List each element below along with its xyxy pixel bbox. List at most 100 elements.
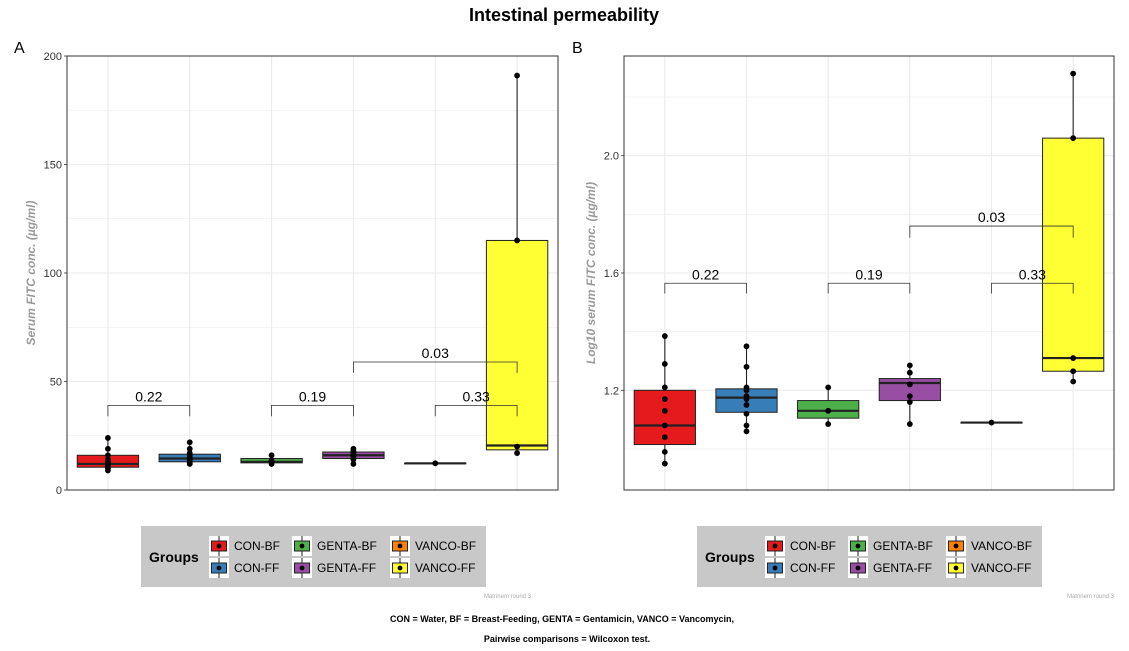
chart-panel-b: 1.2 1.6 2.0 Log10 serum FITC conc. (µg/ml) B… — [572, 40, 1115, 600]
data-point — [1070, 378, 1077, 385]
box-genta-bf — [240, 452, 303, 467]
data-point — [661, 448, 668, 455]
data-point — [743, 384, 750, 391]
data-point — [906, 369, 913, 376]
legend-key-con-bf: CON-BF — [765, 536, 836, 556]
y-tick-label: 50 — [50, 377, 62, 389]
box-genta-ff — [322, 445, 385, 467]
comparison-label: 0.33 — [1019, 266, 1046, 282]
legend-key-point — [216, 565, 222, 571]
data-point — [661, 460, 668, 467]
legend-key-point — [953, 565, 959, 571]
legend-label: GENTA-BF — [873, 539, 933, 553]
data-point — [743, 410, 750, 417]
caption-line-1: CON = Water, BF = Breast-Feeding, GENTA … — [390, 614, 734, 624]
data-point — [514, 443, 520, 450]
legend-background — [697, 526, 1042, 587]
comparison-label: 0.03 — [978, 209, 1005, 225]
legend-background — [141, 526, 486, 587]
legend-label: VANCO-BF — [971, 539, 1032, 553]
legend: Groups CON-BF CON-FF GENTA-BF GENTA-FF VANCO-… — [697, 526, 1042, 587]
data-point — [1070, 70, 1077, 77]
box-vanco-ff — [485, 72, 549, 457]
panels: 0 50 100 150 200 Serum FITC conc. (µg/ml) A 0.2… — [14, 40, 1115, 600]
box-con-ff — [158, 439, 221, 467]
legend-key-con-ff: CON-FF — [209, 558, 279, 578]
data-point — [661, 384, 668, 391]
comparison-label: 0.19 — [855, 266, 882, 282]
data-point — [743, 422, 750, 429]
legend-key-con-ff: CON-FF — [765, 558, 835, 578]
data-point — [105, 445, 111, 452]
legend-label: GENTA-BF — [317, 539, 377, 553]
data-point — [906, 381, 913, 388]
legend-key-point — [299, 565, 305, 571]
data-point — [906, 393, 913, 400]
comparison-bracket — [909, 225, 1074, 238]
comparison-label: 0.22 — [692, 266, 719, 282]
legend-label: CON-BF — [790, 539, 836, 553]
box-con-bf — [76, 435, 140, 474]
data-point — [268, 457, 275, 464]
legend-title: Groups — [149, 549, 199, 565]
box-body — [485, 239, 549, 451]
comparison-bracket — [827, 282, 911, 294]
data-point — [743, 428, 750, 435]
legend-key-point — [855, 565, 861, 571]
legend-key-point — [772, 543, 778, 549]
legend-key-vanco-bf: VANCO-BF — [946, 536, 1032, 556]
legend-key-con-bf: CON-BF — [209, 536, 280, 556]
data-point — [432, 460, 439, 467]
legend-title: Groups — [705, 549, 755, 565]
legend-key-genta-ff: GENTA-FF — [848, 558, 932, 578]
panel-tag: A — [14, 40, 25, 57]
caption-line-2: Pairwise comparisons = Wilcoxon test. — [484, 634, 650, 644]
data-point — [514, 450, 520, 457]
y-tick-label: 100 — [44, 268, 62, 280]
box-genta-bf — [797, 384, 860, 427]
data-point — [661, 396, 668, 402]
legend: Groups CON-BF CON-FF GENTA-BF GENTA-FF VANCO-… — [141, 526, 486, 587]
y-tick-label: 0 — [56, 485, 62, 497]
data-point — [186, 450, 193, 457]
data-point — [906, 421, 913, 427]
legend-key-point — [216, 543, 222, 549]
legend-label: VANCO-FF — [971, 561, 1031, 575]
y-axis-label: Serum FITC conc. (µg/ml) — [24, 201, 38, 346]
legend-key-genta-ff: GENTA-FF — [292, 558, 376, 578]
data-point — [661, 407, 668, 414]
watermark: Matrinem round 3 — [1067, 594, 1115, 600]
y-tick-label: 150 — [44, 160, 62, 172]
box-con-ff — [715, 343, 778, 435]
data-point — [268, 452, 275, 459]
box-vanco-bf — [960, 419, 1023, 426]
data-point — [988, 419, 995, 426]
comparison-label: 0.19 — [299, 388, 326, 404]
y-tick-label: 2.0 — [604, 151, 619, 163]
legend-label: CON-BF — [234, 539, 280, 553]
data-point — [514, 237, 520, 244]
data-point — [743, 363, 750, 370]
y-tick-label: 1.2 — [604, 385, 619, 397]
data-point — [1070, 368, 1077, 375]
legend-key-point — [953, 543, 959, 549]
panel-tag: B — [572, 40, 583, 57]
plot-border — [66, 55, 559, 491]
chart-panel-a: 0 50 100 150 200 Serum FITC conc. (µg/ml) A 0.2… — [14, 40, 559, 600]
data-point — [825, 421, 832, 427]
data-point — [661, 361, 668, 367]
data-point — [743, 393, 750, 400]
data-point — [661, 333, 668, 339]
comparison-label: 0.33 — [463, 388, 490, 404]
legend-key-vanco-ff: VANCO-FF — [946, 558, 1031, 578]
data-point — [1070, 135, 1077, 142]
comparison-bracket — [664, 282, 747, 294]
comparison-label: 0.03 — [422, 345, 449, 361]
legend-key-point — [397, 565, 403, 571]
data-point — [906, 399, 913, 405]
data-point — [350, 445, 357, 452]
data-point — [743, 402, 750, 408]
data-point — [661, 422, 668, 429]
comparison-bracket — [107, 404, 191, 417]
